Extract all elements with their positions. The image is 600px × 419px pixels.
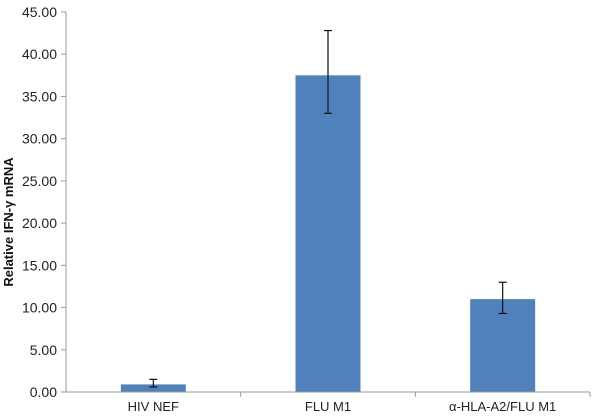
- y-axis-ticks: 0.00 5.00 10.00 15.00 20.00 25.00 30.00 35.00 40…: [22, 4, 66, 400]
- y-tick-label: 0.00: [30, 384, 57, 400]
- y-tick-label: 10.00: [22, 300, 57, 316]
- x-axis-labels: HIV NEF FLU M1 α-HLA-A2/FLU M1: [128, 392, 591, 414]
- error-bar: [149, 378, 158, 388]
- y-tick-label: 15.00: [22, 257, 57, 273]
- error-bar: [324, 29, 332, 114]
- y-tick-label: 25.00: [22, 173, 57, 189]
- x-tick-label: HIV NEF: [128, 399, 179, 414]
- bars: [120, 75, 536, 392]
- error-bar: [498, 281, 507, 315]
- y-tick-label: 45.00: [22, 4, 57, 20]
- x-tick-label: FLU M1: [305, 399, 351, 414]
- y-tick-label: 35.00: [22, 88, 57, 104]
- x-tick-label: α-HLA-A2/FLU M1: [449, 399, 556, 414]
- y-tick-label: 20.00: [22, 215, 57, 231]
- error-bars: [149, 29, 507, 388]
- bar: [295, 75, 361, 392]
- bar: [120, 384, 186, 392]
- y-tick-label: 30.00: [22, 131, 57, 147]
- bar: [470, 299, 536, 392]
- y-tick-label: 5.00: [30, 342, 57, 358]
- y-tick-label: 40.00: [22, 46, 57, 62]
- y-axis-title: Relative IFN-γ mRNA: [1, 157, 16, 287]
